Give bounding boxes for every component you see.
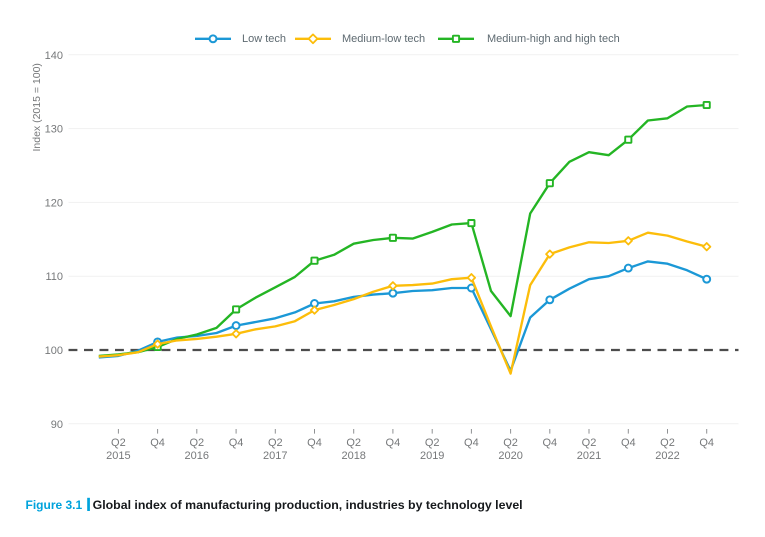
svg-text:Index (2015 = 100): Index (2015 = 100): [31, 63, 43, 151]
svg-text:2019: 2019: [420, 450, 444, 462]
svg-text:2015: 2015: [106, 450, 130, 462]
svg-text:2022: 2022: [655, 450, 679, 462]
svg-text:Q2: Q2: [268, 437, 283, 449]
svg-text:2017: 2017: [263, 450, 287, 462]
svg-text:Figure 3.1: Figure 3.1: [26, 498, 83, 512]
svg-text:Q2: Q2: [346, 437, 361, 449]
svg-text:Q2: Q2: [582, 437, 597, 449]
svg-text:Q4: Q4: [386, 437, 401, 449]
svg-text:Q2: Q2: [189, 437, 204, 449]
svg-text:Q4: Q4: [621, 437, 636, 449]
svg-text:Q2: Q2: [503, 437, 518, 449]
svg-text:2016: 2016: [185, 450, 209, 462]
svg-text:Global index of manufacturing: Global index of manufacturing production…: [93, 498, 523, 512]
svg-text:Q4: Q4: [699, 437, 714, 449]
svg-text:2018: 2018: [341, 450, 365, 462]
svg-text:110: 110: [45, 271, 63, 283]
svg-text:140: 140: [45, 50, 63, 62]
svg-text:90: 90: [51, 419, 63, 431]
svg-text:Q4: Q4: [464, 437, 479, 449]
svg-text:120: 120: [45, 197, 63, 209]
svg-text:Q4: Q4: [150, 437, 165, 449]
svg-text:Q4: Q4: [542, 437, 557, 449]
svg-text:Q4: Q4: [229, 437, 244, 449]
svg-text:100: 100: [45, 345, 63, 357]
svg-text:2020: 2020: [498, 450, 522, 462]
svg-text:Q2: Q2: [425, 437, 440, 449]
svg-text:Q2: Q2: [660, 437, 675, 449]
svg-text:Medium-low tech: Medium-low tech: [342, 33, 425, 45]
svg-text:Medium-high and high tech: Medium-high and high tech: [487, 33, 620, 45]
svg-text:Q2: Q2: [111, 437, 126, 449]
svg-text:2021: 2021: [577, 450, 601, 462]
svg-text:Q4: Q4: [307, 437, 322, 449]
svg-text:130: 130: [45, 124, 63, 136]
svg-text:Low tech: Low tech: [242, 33, 286, 45]
